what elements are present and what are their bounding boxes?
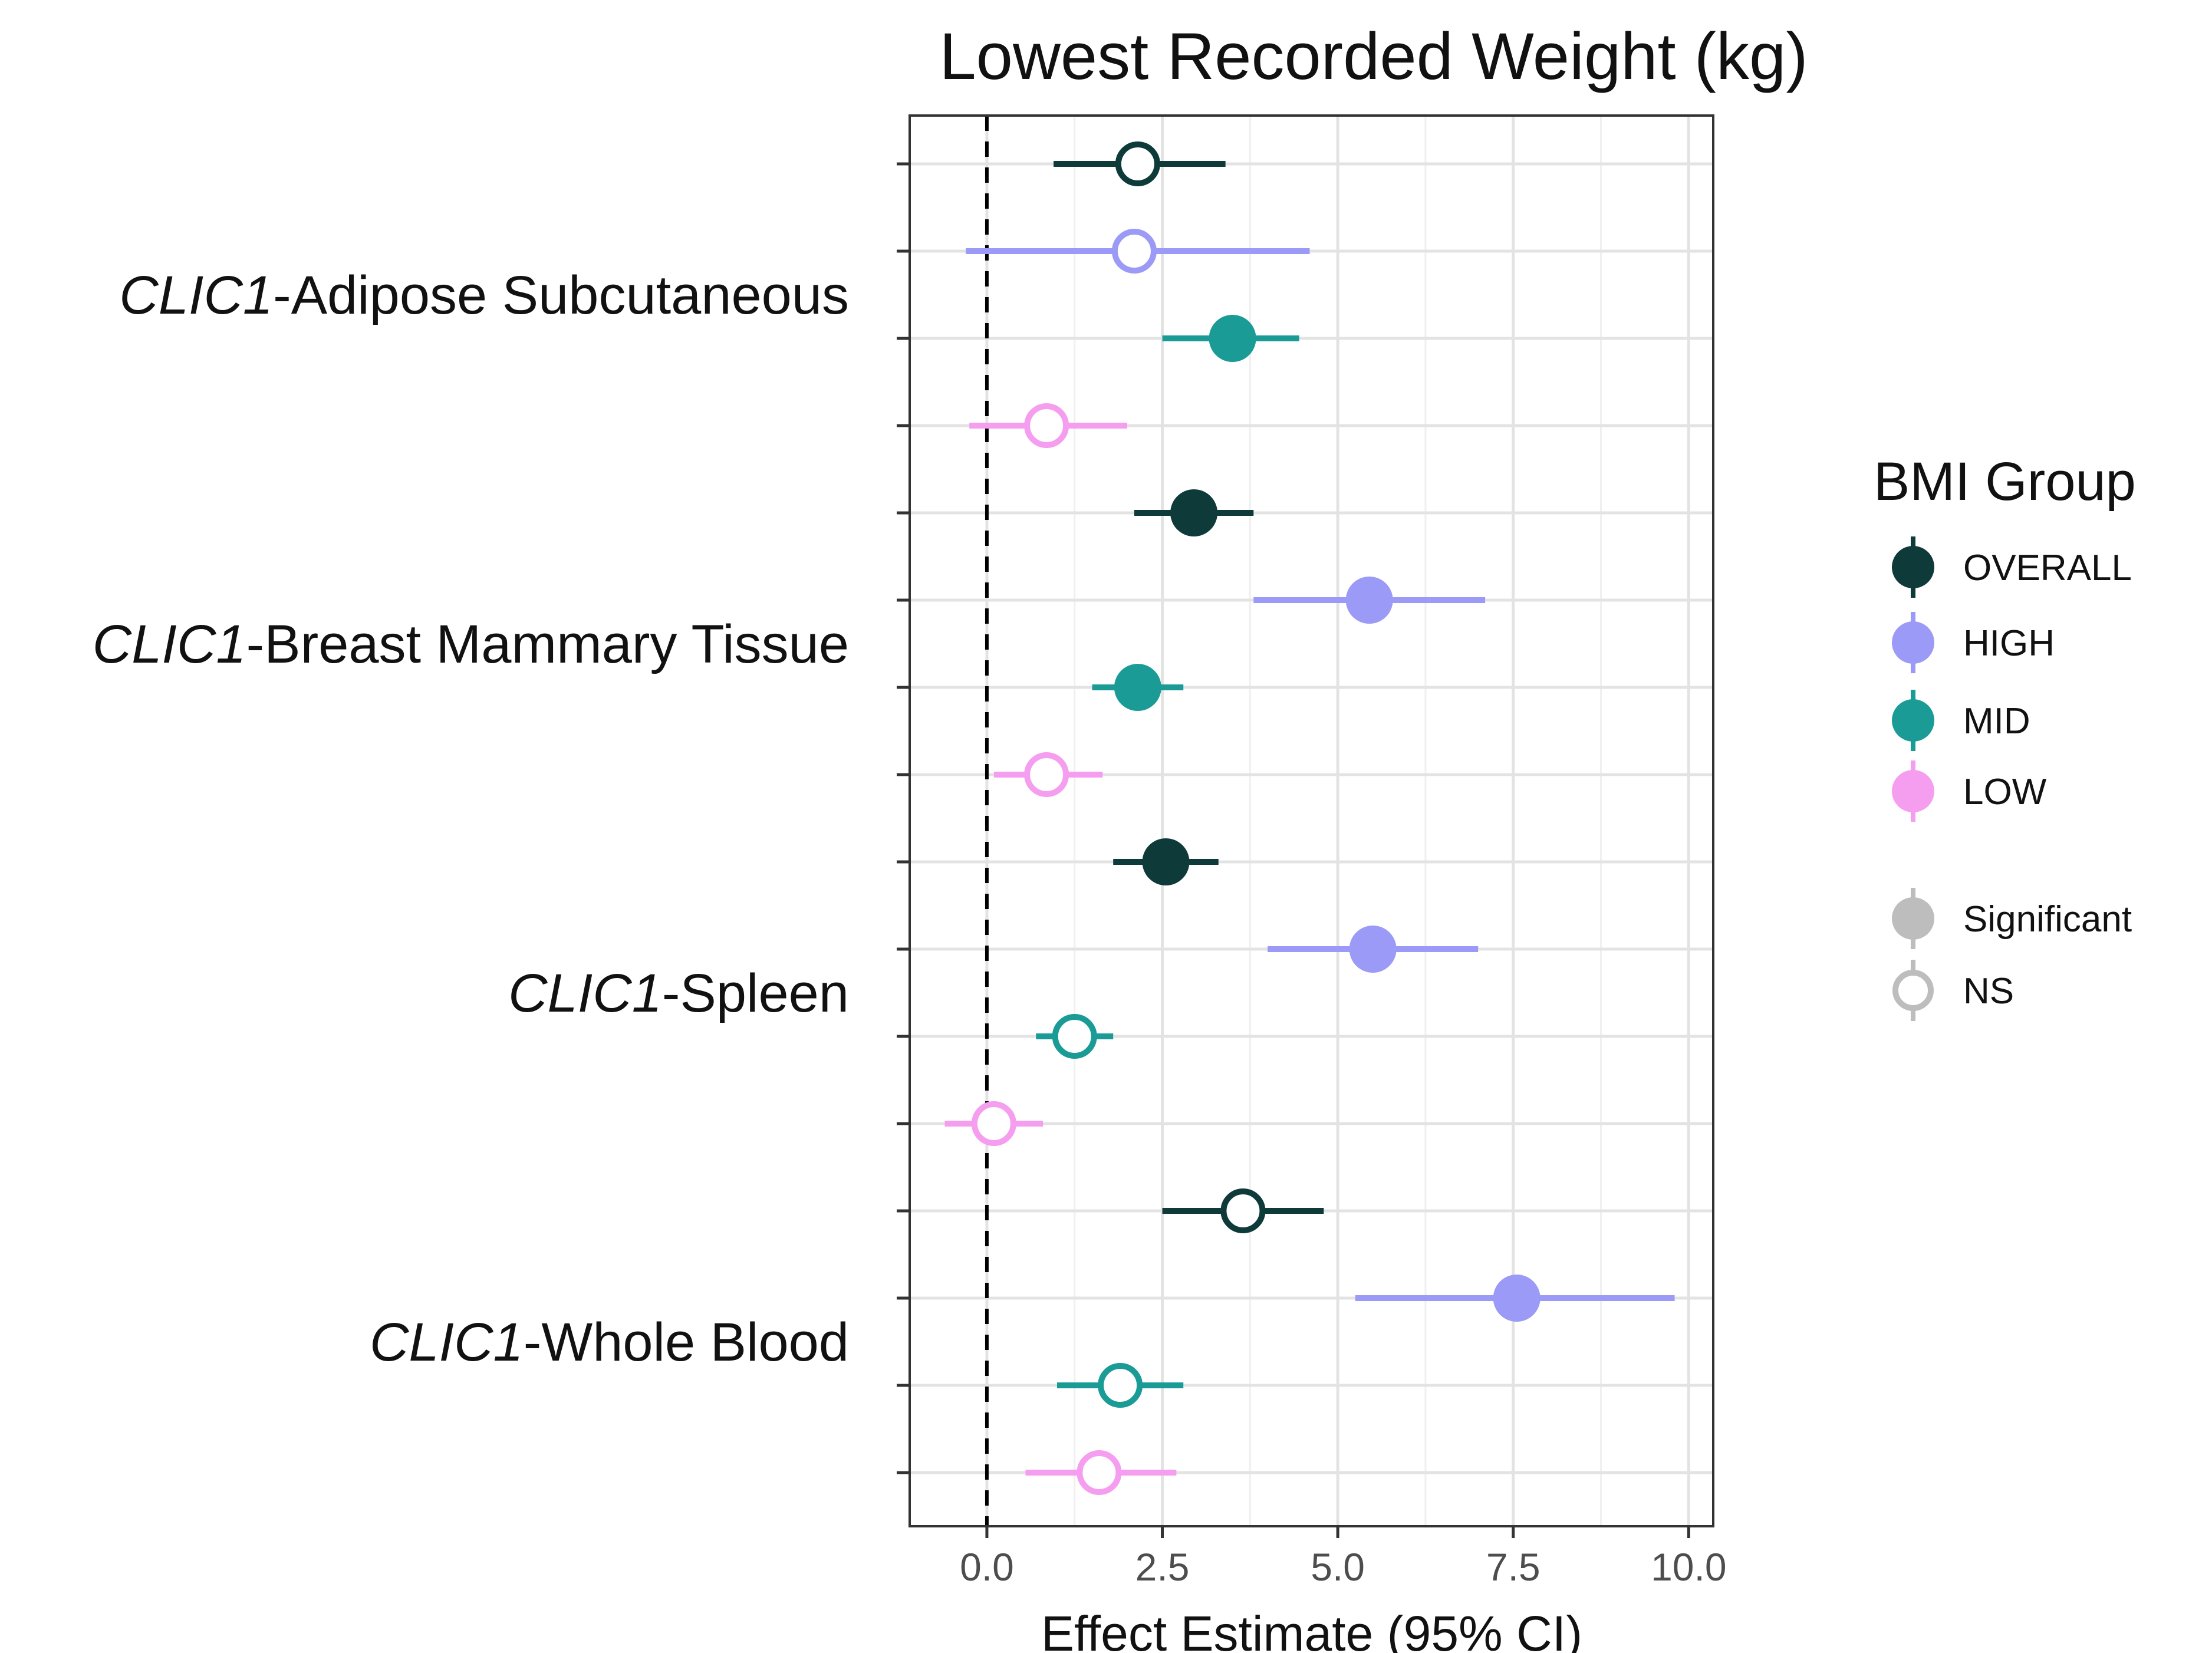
estimate-point-significant: [1114, 664, 1161, 711]
legend-key-point: [1892, 621, 1934, 664]
y-tick-layer: [897, 162, 910, 1474]
estimate-row-overall: [1054, 141, 1226, 186]
x-tick-label: 5.0: [1311, 1545, 1365, 1589]
group-label-tissue: -Breast Mammary Tissue: [246, 614, 849, 674]
estimate-row-low: [969, 403, 1128, 448]
estimate-point-ns: [1052, 1014, 1097, 1059]
x-tick-label: 0.0: [960, 1545, 1014, 1589]
legend-label: MID: [1963, 701, 2030, 742]
estimate-row-high: [966, 229, 1310, 274]
plot-panel-border: [908, 114, 1714, 1527]
estimate-point-significant: [1209, 315, 1256, 362]
estimate-row-mid: [1036, 1014, 1114, 1059]
group-label-tissue: -Adipose Subcutaneous: [273, 265, 849, 325]
estimate-point-significant: [1493, 1275, 1540, 1322]
marks-layer: [944, 141, 1675, 1495]
group-label: CLIC1-Whole Blood: [370, 1312, 849, 1372]
x-tick-layer: 0.0 2.5 5.0 7.5 10.0: [960, 1526, 1727, 1589]
legend-item-high: HIGH: [1892, 612, 2055, 673]
estimate-row-mid: [1162, 315, 1299, 362]
legend-item-overall: OVERALL: [1892, 536, 2132, 598]
legend-key-point: [1892, 546, 1934, 588]
estimate-point-significant: [1170, 489, 1218, 536]
legend-key-point-filled: [1892, 897, 1934, 940]
estimate-point-significant: [1345, 577, 1393, 624]
legend-key-point-open: [1892, 970, 1934, 1011]
group-label-gene: CLIC1: [508, 963, 662, 1023]
group-label-gene: CLIC1: [370, 1312, 524, 1372]
x-tick-label: 10.0: [1651, 1545, 1726, 1589]
group-label-gene: CLIC1: [93, 614, 246, 674]
estimate-point-ns: [971, 1101, 1016, 1146]
legend-item-low: LOW: [1892, 760, 2047, 822]
estimate-row-low: [993, 752, 1103, 797]
estimate-point-significant: [1142, 838, 1190, 885]
group-label: CLIC1-Adipose Subcutaneous: [119, 265, 849, 325]
group-label-tissue: -Whole Blood: [524, 1312, 849, 1372]
legend-label: HIGH: [1963, 623, 2055, 664]
group-label: CLIC1-Breast Mammary Tissue: [93, 614, 849, 674]
estimate-point-ns: [1115, 141, 1160, 186]
estimate-row-mid: [1056, 1363, 1184, 1408]
estimate-row-mid: [1092, 664, 1184, 711]
estimate-row-overall: [1162, 1188, 1324, 1233]
estimate-point-ns: [1220, 1188, 1266, 1233]
group-label-gene: CLIC1: [119, 265, 273, 325]
legend-title: BMI Group: [1874, 452, 2136, 512]
estimate-point-ns: [1098, 1363, 1143, 1408]
estimate-row-overall: [1134, 489, 1254, 536]
legend-label: OVERALL: [1963, 548, 2132, 588]
estimate-row-overall: [1113, 838, 1219, 885]
estimate-row-low: [1025, 1450, 1177, 1495]
legend-key-point: [1892, 770, 1934, 812]
estimate-point-ns: [1024, 752, 1069, 797]
estimate-point-ns: [1111, 229, 1157, 274]
estimate-row-low: [944, 1101, 1044, 1146]
x-axis-label: Effect Estimate (95% CI): [1041, 1606, 1582, 1653]
estimate-row-high: [1268, 926, 1479, 973]
estimate-point-ns: [1077, 1450, 1122, 1495]
legend-item-ns: NS: [1892, 960, 2014, 1021]
estimate-row-high: [1355, 1275, 1675, 1322]
legend-key-point: [1892, 699, 1934, 742]
x-tick-label: 7.5: [1486, 1545, 1540, 1589]
group-label-tissue: -Spleen: [662, 963, 849, 1023]
legend-label: NS: [1963, 971, 2014, 1012]
estimate-row-high: [1253, 577, 1486, 624]
chart-title: Lowest Recorded Weight (kg): [939, 19, 1808, 93]
grid-layer: [910, 116, 1713, 1526]
legend-label: Significant: [1963, 899, 2132, 940]
estimate-point-significant: [1349, 926, 1397, 973]
estimate-point-ns: [1024, 403, 1069, 448]
legend-item-significant: Significant: [1892, 888, 2132, 949]
legend-item-mid: MID: [1892, 690, 2030, 751]
legend-label: LOW: [1963, 772, 2047, 812]
group-label: CLIC1-Spleen: [508, 963, 849, 1023]
x-tick-label: 2.5: [1135, 1545, 1190, 1589]
legend: BMI Group OVERALL HIGH MID LOW Significant NS: [1874, 452, 2136, 1021]
